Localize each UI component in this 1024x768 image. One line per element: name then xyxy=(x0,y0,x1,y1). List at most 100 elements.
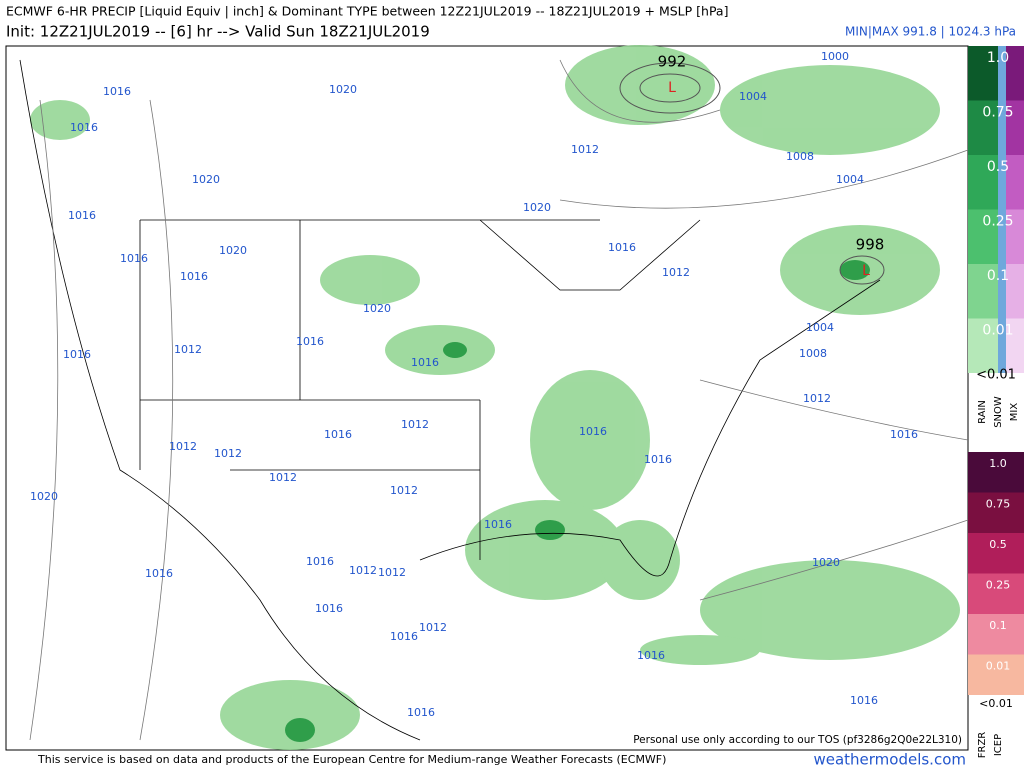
rain-level: 1.0 xyxy=(987,50,1009,66)
rain-swatch xyxy=(968,318,998,373)
pressure-label: 1012 xyxy=(390,484,418,497)
mix-swatch xyxy=(1006,264,1024,319)
low-rings xyxy=(619,62,885,285)
pressure-label: 1008 xyxy=(786,150,814,163)
ice-level: 0.1 xyxy=(989,619,1007,632)
pressure-label: 1020 xyxy=(523,201,551,214)
ice-level: 1.0 xyxy=(989,457,1007,470)
snow-swatch xyxy=(998,318,1006,373)
pressure-label: 1020 xyxy=(30,490,58,503)
pressure-label: 1016 xyxy=(145,567,173,580)
pressure-label: 1016 xyxy=(579,425,607,438)
rain-swatch xyxy=(968,155,998,210)
mix-swatch xyxy=(1006,318,1024,373)
rain-level: 0.1 xyxy=(987,268,1009,284)
pressure-label: 1016 xyxy=(850,694,878,707)
ice-level: 0.01 xyxy=(986,660,1011,673)
ice-swatch xyxy=(968,452,1024,493)
rain-level: 0.01 xyxy=(982,323,1013,339)
ice-type: ICEP xyxy=(993,734,1004,756)
credit: This service is based on data and produc… xyxy=(37,753,666,766)
rain-swatch xyxy=(968,100,998,155)
pressure-label: 1004 xyxy=(836,173,864,186)
snow-swatch xyxy=(998,264,1006,319)
min-max: MIN|MAX 991.8 | 1024.3 hPa xyxy=(845,25,1016,39)
pressure-label: 1012 xyxy=(662,266,690,279)
pressure-label: 1020 xyxy=(363,302,391,315)
pressure-label: 1016 xyxy=(407,706,435,719)
pressure-label: 1016 xyxy=(103,85,131,98)
pressure-label: 1016 xyxy=(890,428,918,441)
snow-swatch xyxy=(998,209,1006,264)
isobars xyxy=(29,59,969,741)
low-symbol: L xyxy=(862,263,870,279)
pressure-label: 1020 xyxy=(219,244,247,257)
mix-swatch xyxy=(1006,46,1024,101)
pressure-label: 1016 xyxy=(390,630,418,643)
snow-swatch xyxy=(998,155,1006,210)
pressure-label: 1016 xyxy=(608,241,636,254)
mix-swatch xyxy=(1006,100,1024,155)
ice-swatch xyxy=(968,614,1024,655)
snow-swatch xyxy=(998,46,1006,101)
ice-level: 0.5 xyxy=(989,538,1007,551)
rain-type: SNOW xyxy=(993,396,1004,428)
ice-swatch xyxy=(968,533,1024,574)
pressure-label: 1020 xyxy=(812,556,840,569)
rain-swatch xyxy=(968,46,998,101)
site: weathermodels.com xyxy=(813,751,966,768)
rain-level: 0.75 xyxy=(982,105,1013,121)
legend: 1.0 0.75 0.5 0.25 0.1 0.01 <0.01 RAIN SNOW MIX 1.0… xyxy=(968,46,1024,758)
pressure-label: 1012 xyxy=(349,564,377,577)
pressure-label: 1016 xyxy=(324,428,352,441)
rain-swatch xyxy=(968,264,998,319)
ice-level: 0.25 xyxy=(986,579,1011,592)
pressure-label: 1012 xyxy=(169,440,197,453)
title: ECMWF 6-HR PRECIP [Liquid Equiv | inch] … xyxy=(6,4,728,19)
pressure-label: 1004 xyxy=(806,321,834,334)
mix-swatch xyxy=(1006,155,1024,210)
pressure-label: 1004 xyxy=(739,90,767,103)
pressure-label: 1020 xyxy=(329,83,357,96)
pressure-label: 1016 xyxy=(63,348,91,361)
pressure-labels: 1016 1016 1020 1012 1004 1000 1008 1004 1020 1020… xyxy=(30,50,918,719)
pressure-label: 1016 xyxy=(306,555,334,568)
tos-note: Personal use only according to our TOS (… xyxy=(633,734,962,746)
rain-type: RAIN xyxy=(977,400,988,424)
rain-type: MIX xyxy=(1009,403,1020,422)
low-pressure: 998 xyxy=(856,236,885,254)
ice-level: 0.75 xyxy=(986,498,1011,511)
mix-swatch xyxy=(1006,209,1024,264)
pressure-label: 1008 xyxy=(799,347,827,360)
pressure-label: 1012 xyxy=(214,447,242,460)
ice-swatch xyxy=(968,654,1024,695)
pressure-label: 1016 xyxy=(644,453,672,466)
pressure-label: 1000 xyxy=(821,50,849,63)
ice-type: FRZR xyxy=(977,732,988,759)
rain-swatch xyxy=(968,209,998,264)
pressure-label: 1016 xyxy=(180,270,208,283)
precip-areas xyxy=(30,45,960,750)
boundaries xyxy=(19,59,881,741)
pressure-label: 1016 xyxy=(637,649,665,662)
pressure-label: 1012 xyxy=(571,143,599,156)
pressure-label: 1012 xyxy=(378,566,406,579)
rain-level: 0.5 xyxy=(987,159,1009,175)
pressure-label: 1012 xyxy=(419,621,447,634)
pressure-label: 1016 xyxy=(411,356,439,369)
rain-level: 0.25 xyxy=(982,214,1013,230)
low-pressure: 992 xyxy=(658,53,687,71)
ice-swatch xyxy=(968,573,1024,614)
pressure-label: 1016 xyxy=(484,518,512,531)
low-symbol: L xyxy=(668,80,676,96)
pressure-label: 1016 xyxy=(120,252,148,265)
pressure-label: 1012 xyxy=(269,471,297,484)
pressure-label: 1016 xyxy=(315,602,343,615)
map: 992 L 998 L 1016 1016 1020 1012 1004 1000 1008… xyxy=(5,45,969,751)
ice-below: <0.01 xyxy=(979,697,1013,710)
pressure-label: 1012 xyxy=(803,392,831,405)
pressure-label: 1020 xyxy=(192,173,220,186)
pressure-label: 1016 xyxy=(296,335,324,348)
